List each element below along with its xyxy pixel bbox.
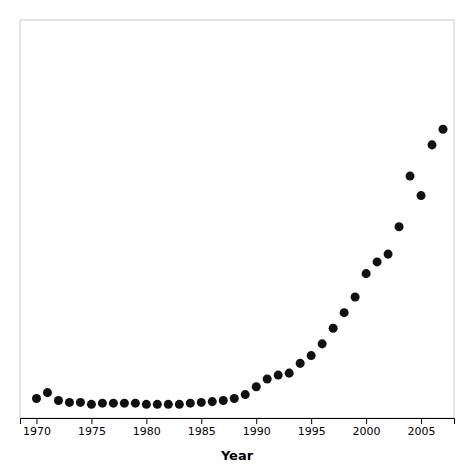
points xyxy=(32,125,448,409)
point xyxy=(329,324,338,333)
x-axis-label: Year xyxy=(220,448,254,463)
point xyxy=(395,222,404,231)
tick-label: 1990 xyxy=(243,425,271,438)
point xyxy=(351,293,360,302)
point xyxy=(65,398,74,407)
point xyxy=(340,308,349,317)
point xyxy=(43,388,52,397)
x-tick: 1980 xyxy=(133,418,161,438)
point xyxy=(32,394,41,403)
point xyxy=(153,400,162,409)
point xyxy=(274,371,283,380)
tick-mark xyxy=(146,418,147,424)
point xyxy=(98,399,107,408)
x-tick: 1970 xyxy=(23,418,51,438)
tick-label: 1970 xyxy=(23,425,51,438)
tick-label: 1980 xyxy=(133,425,161,438)
tick-mark xyxy=(201,418,202,424)
point xyxy=(230,394,239,403)
point xyxy=(241,390,250,399)
tick-label: 2000 xyxy=(353,425,381,438)
tick-mark xyxy=(311,418,312,424)
point xyxy=(87,400,96,409)
point xyxy=(428,140,437,149)
point xyxy=(417,191,426,200)
tick-mark xyxy=(36,418,37,424)
point xyxy=(307,351,316,360)
point xyxy=(219,396,228,405)
plot-frame xyxy=(20,20,454,418)
point xyxy=(318,339,327,348)
x-tick: 1975 xyxy=(78,418,106,438)
point xyxy=(285,369,294,378)
point xyxy=(296,359,305,368)
point xyxy=(186,399,195,408)
tick-mark xyxy=(91,418,92,424)
point xyxy=(131,399,140,408)
point xyxy=(263,374,272,383)
point xyxy=(208,397,217,406)
x-axis: 1970 1975 1980 1985 1990 1995 2000 2005 xyxy=(21,418,455,438)
x-tick: 2000 xyxy=(353,418,381,438)
point xyxy=(362,269,371,278)
x-tick: 2005 xyxy=(408,418,436,438)
chart-svg: 1970 1975 1980 1985 1990 1995 2000 2005 Year xyxy=(0,0,474,474)
point xyxy=(252,382,261,391)
tick-mark xyxy=(421,418,422,424)
point xyxy=(175,400,184,409)
tick-label: 2005 xyxy=(408,425,436,438)
point xyxy=(54,396,63,405)
tick-label: 1985 xyxy=(188,425,216,438)
plot-root: 1970 1975 1980 1985 1990 1995 2000 2005 xyxy=(20,20,455,438)
point xyxy=(76,398,85,407)
x-tick: 1990 xyxy=(243,418,271,438)
point xyxy=(384,250,393,259)
point xyxy=(164,400,173,409)
tick-label: 1995 xyxy=(298,425,326,438)
point xyxy=(373,257,382,266)
tick-mark xyxy=(256,418,257,424)
tick-mark xyxy=(366,418,367,424)
point xyxy=(142,400,151,409)
tick-label: 1975 xyxy=(78,425,106,438)
chart-container: 1970 1975 1980 1985 1990 1995 2000 2005 Year xyxy=(0,0,474,474)
x-tick: 1985 xyxy=(188,418,216,438)
point xyxy=(197,398,206,407)
x-tick: 1995 xyxy=(298,418,326,438)
axis-domain xyxy=(21,419,455,425)
point xyxy=(438,125,447,134)
point xyxy=(109,399,118,408)
point xyxy=(406,172,415,181)
point xyxy=(120,399,129,408)
